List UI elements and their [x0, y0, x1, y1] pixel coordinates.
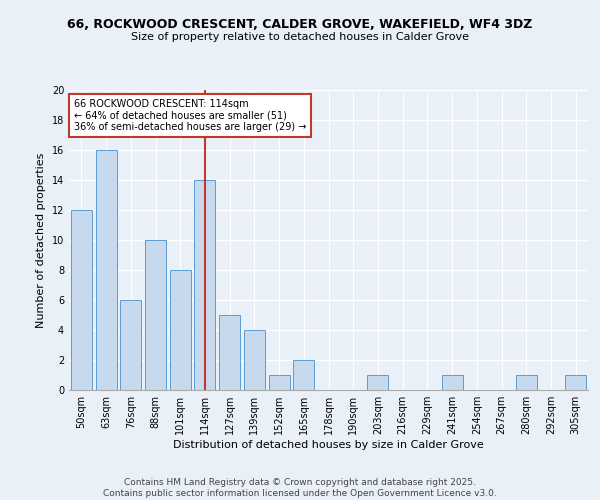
- Bar: [244, 330, 265, 390]
- Bar: [194, 180, 215, 390]
- Bar: [367, 375, 388, 390]
- Bar: [565, 375, 586, 390]
- Y-axis label: Number of detached properties: Number of detached properties: [36, 152, 46, 328]
- Text: Contains HM Land Registry data © Crown copyright and database right 2025.
Contai: Contains HM Land Registry data © Crown c…: [103, 478, 497, 498]
- Bar: [219, 315, 240, 390]
- Bar: [71, 210, 92, 390]
- Bar: [95, 150, 116, 390]
- Bar: [120, 300, 141, 390]
- Text: Size of property relative to detached houses in Calder Grove: Size of property relative to detached ho…: [131, 32, 469, 42]
- Bar: [269, 375, 290, 390]
- Text: 66, ROCKWOOD CRESCENT, CALDER GROVE, WAKEFIELD, WF4 3DZ: 66, ROCKWOOD CRESCENT, CALDER GROVE, WAK…: [67, 18, 533, 30]
- Bar: [293, 360, 314, 390]
- Bar: [516, 375, 537, 390]
- Text: 66 ROCKWOOD CRESCENT: 114sqm
← 64% of detached houses are smaller (51)
36% of se: 66 ROCKWOOD CRESCENT: 114sqm ← 64% of de…: [74, 99, 307, 132]
- X-axis label: Distribution of detached houses by size in Calder Grove: Distribution of detached houses by size …: [173, 440, 484, 450]
- Bar: [170, 270, 191, 390]
- Bar: [145, 240, 166, 390]
- Bar: [442, 375, 463, 390]
